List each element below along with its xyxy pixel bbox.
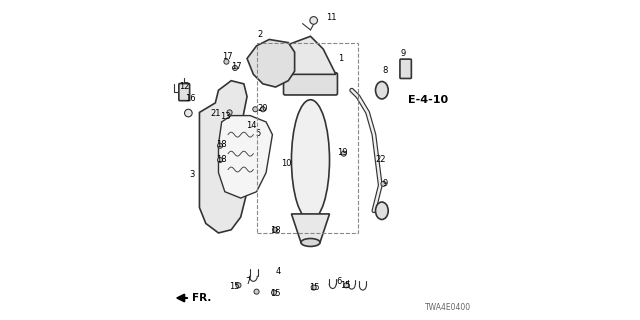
Text: 11: 11 [326, 13, 337, 22]
Text: 17: 17 [230, 62, 241, 71]
Text: 20: 20 [257, 104, 268, 113]
Text: 1: 1 [339, 54, 344, 63]
Circle shape [253, 107, 258, 112]
Circle shape [236, 283, 241, 288]
Text: TWA4E0400: TWA4E0400 [424, 303, 470, 312]
Circle shape [218, 143, 223, 148]
Text: 8: 8 [382, 66, 388, 75]
Text: 15: 15 [269, 289, 280, 298]
Circle shape [341, 151, 346, 156]
Text: 5: 5 [255, 129, 260, 138]
Polygon shape [273, 36, 336, 74]
Text: 9: 9 [383, 179, 388, 188]
Text: 22: 22 [376, 155, 386, 164]
Circle shape [260, 107, 266, 112]
Circle shape [254, 289, 259, 294]
Circle shape [227, 110, 232, 115]
Text: 15: 15 [309, 283, 320, 292]
Polygon shape [291, 214, 330, 243]
Polygon shape [200, 81, 247, 233]
Text: 6: 6 [337, 277, 342, 286]
Circle shape [344, 283, 349, 288]
FancyBboxPatch shape [400, 59, 412, 78]
Circle shape [184, 109, 192, 117]
Text: 21: 21 [210, 108, 221, 117]
Text: 2: 2 [258, 30, 263, 39]
Text: 3: 3 [190, 170, 195, 179]
Circle shape [311, 285, 316, 290]
Circle shape [218, 157, 223, 163]
Text: 15: 15 [229, 282, 239, 292]
Text: 12: 12 [179, 82, 190, 91]
Text: 13: 13 [220, 112, 231, 121]
Text: E-4-10: E-4-10 [408, 95, 448, 105]
Polygon shape [247, 39, 294, 87]
Text: 17: 17 [222, 52, 233, 61]
Text: 15: 15 [340, 281, 351, 291]
Text: FR.: FR. [193, 293, 212, 303]
Text: 18: 18 [269, 226, 280, 235]
Ellipse shape [301, 238, 320, 246]
Text: 10: 10 [281, 159, 291, 168]
Text: 4: 4 [275, 267, 280, 276]
Ellipse shape [376, 82, 388, 99]
Text: 18: 18 [216, 155, 227, 164]
Bar [257, 43, 358, 233]
Ellipse shape [291, 100, 330, 220]
Circle shape [224, 59, 229, 64]
Circle shape [271, 290, 276, 295]
Text: 18: 18 [216, 140, 227, 149]
Text: 14: 14 [246, 121, 257, 130]
Circle shape [381, 181, 386, 186]
Ellipse shape [376, 202, 388, 220]
FancyBboxPatch shape [284, 73, 337, 95]
Polygon shape [218, 116, 273, 198]
Text: 9: 9 [401, 49, 406, 58]
Text: 7: 7 [245, 277, 250, 286]
Text: 19: 19 [337, 148, 348, 157]
Circle shape [273, 227, 278, 232]
FancyBboxPatch shape [179, 84, 189, 101]
Text: 16: 16 [184, 94, 195, 103]
Circle shape [232, 66, 237, 70]
Circle shape [310, 17, 317, 24]
